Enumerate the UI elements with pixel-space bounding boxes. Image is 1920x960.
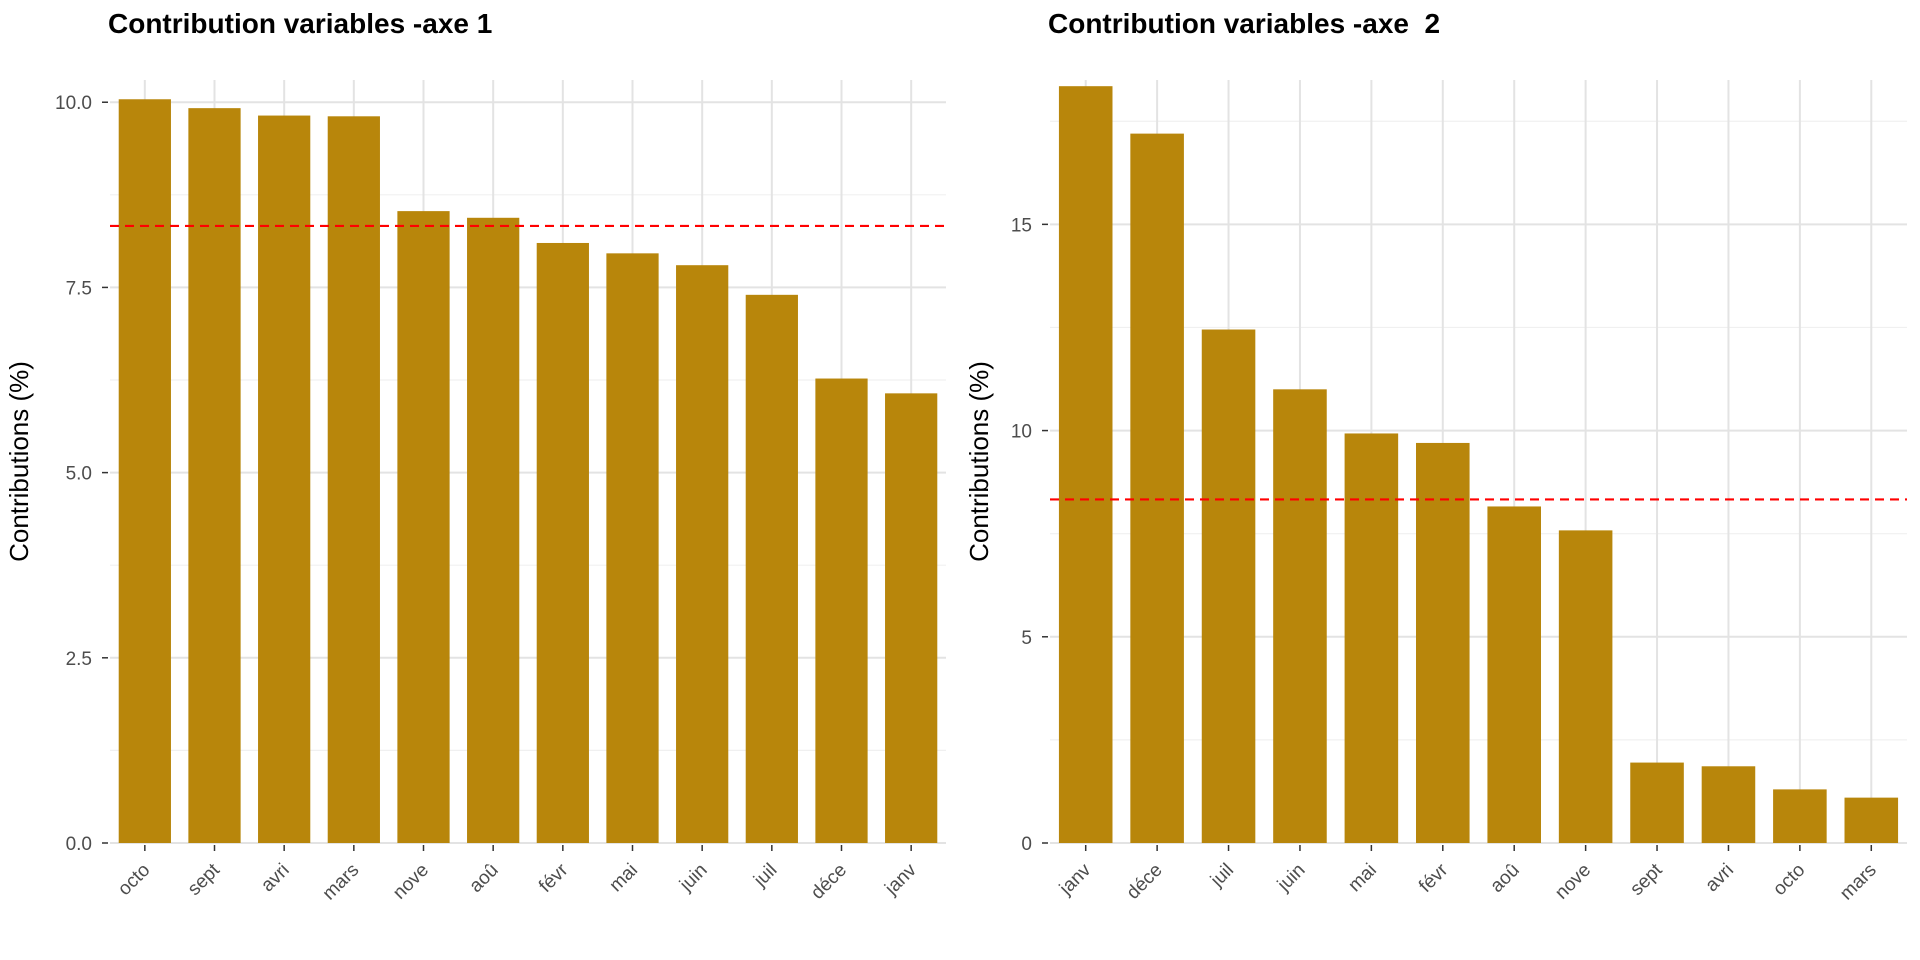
bar-aoû — [1487, 506, 1541, 843]
y-tick-label: 15 — [1011, 215, 1032, 236]
chart-title: Contribution variables -axe 1 — [108, 8, 493, 39]
bar-févr — [536, 242, 589, 843]
x-tick-label: janv — [1055, 859, 1096, 900]
x-tick-label: octo — [114, 860, 154, 900]
bar-chart-axe-2: 0 5 10 15 janv déce juil juin mai févr aoû nove sept… — [964, 80, 1907, 904]
x-tick-label: déce — [1123, 860, 1167, 904]
x-tick-label: nove — [1551, 860, 1595, 904]
bar-octo — [118, 99, 171, 843]
x-tick-label: mai — [606, 860, 643, 897]
y-axis-title: Contributions (%) — [964, 361, 994, 562]
bar-mai — [1344, 433, 1399, 843]
x-tick-label: aoû — [1486, 860, 1523, 897]
y-axis: 0 5 10 15 — [1011, 215, 1048, 855]
x-tick-label: juin — [1273, 860, 1309, 896]
bar-juil — [1201, 329, 1256, 843]
x-tick-label: nove — [389, 860, 433, 904]
y-axis-title: Contributions (%) — [4, 361, 34, 562]
x-tick-label: déce — [807, 860, 851, 904]
y-tick-label: 0 — [1021, 834, 1032, 855]
bar-nove — [1558, 530, 1613, 843]
bar-avri — [1701, 766, 1756, 843]
y-tick-label: 10 — [1011, 422, 1032, 443]
bar-chart-axe-1: 0.0 2.5 5.0 7.5 10.0 octo sept avri mars nove aoû f… — [4, 80, 946, 904]
x-tick-label: sept — [1626, 859, 1667, 900]
x-tick-label: mars — [319, 860, 364, 905]
chart-panel-axe-2: Contribution variables -axe 2 0 5 10 15 janv… — [960, 0, 1920, 960]
bar-juin — [1273, 389, 1327, 843]
y-tick-label: 2.5 — [66, 649, 92, 670]
x-tick-label: févr — [535, 859, 573, 897]
x-tick-label: juil — [1206, 860, 1238, 892]
x-tick-label: octo — [1769, 860, 1809, 900]
bar-sept — [188, 108, 241, 843]
x-tick-label: mai — [1344, 860, 1381, 897]
x-tick-label: avri — [1701, 860, 1738, 897]
bar-avri — [258, 115, 311, 844]
bar-juin — [676, 265, 729, 843]
y-tick-label: 0.0 — [66, 834, 92, 855]
x-axis: octo sept avri mars nove aoû févr mai juin juil dé… — [114, 845, 921, 904]
chart-panel-axe-1: Contribution variables -axe 1 0.0 2.5 5.0 7… — [4, 8, 946, 904]
bar-mars — [1844, 797, 1899, 843]
x-tick-label: janv — [880, 859, 921, 900]
y-axis: 0.0 2.5 5.0 7.5 10.0 — [55, 93, 108, 855]
y-tick-label: 7.5 — [66, 278, 92, 299]
y-tick-label: 5 — [1021, 628, 1032, 649]
bar-nove — [397, 211, 450, 843]
x-tick-label: sept — [184, 859, 225, 900]
y-tick-label: 5.0 — [66, 464, 92, 485]
x-tick-label: févr — [1415, 859, 1453, 897]
x-tick-label: juil — [749, 860, 781, 892]
y-tick-label: 10.0 — [55, 93, 92, 114]
bar-juil — [745, 294, 798, 843]
bars — [118, 99, 938, 844]
bar-févr — [1416, 442, 1470, 843]
x-axis: janv déce juil juin mai févr aoû nove sept avri oc… — [1055, 845, 1881, 904]
x-tick-label: mars — [1836, 860, 1881, 905]
bar-octo — [1773, 789, 1827, 843]
chart-title: Contribution variables -axe 2 — [1048, 8, 1441, 39]
bar-aoû — [467, 217, 520, 843]
bar-janv — [885, 393, 938, 843]
bar-sept — [1630, 762, 1684, 843]
x-tick-label: juin — [675, 860, 711, 896]
bar-mai — [606, 253, 659, 844]
bar-mars — [327, 116, 380, 844]
bars — [1058, 86, 1899, 844]
bar-déce — [1130, 133, 1184, 843]
x-tick-label: aoû — [465, 860, 502, 897]
bar-déce — [815, 378, 868, 843]
bar-janv — [1058, 86, 1113, 844]
x-tick-label: avri — [257, 860, 294, 897]
